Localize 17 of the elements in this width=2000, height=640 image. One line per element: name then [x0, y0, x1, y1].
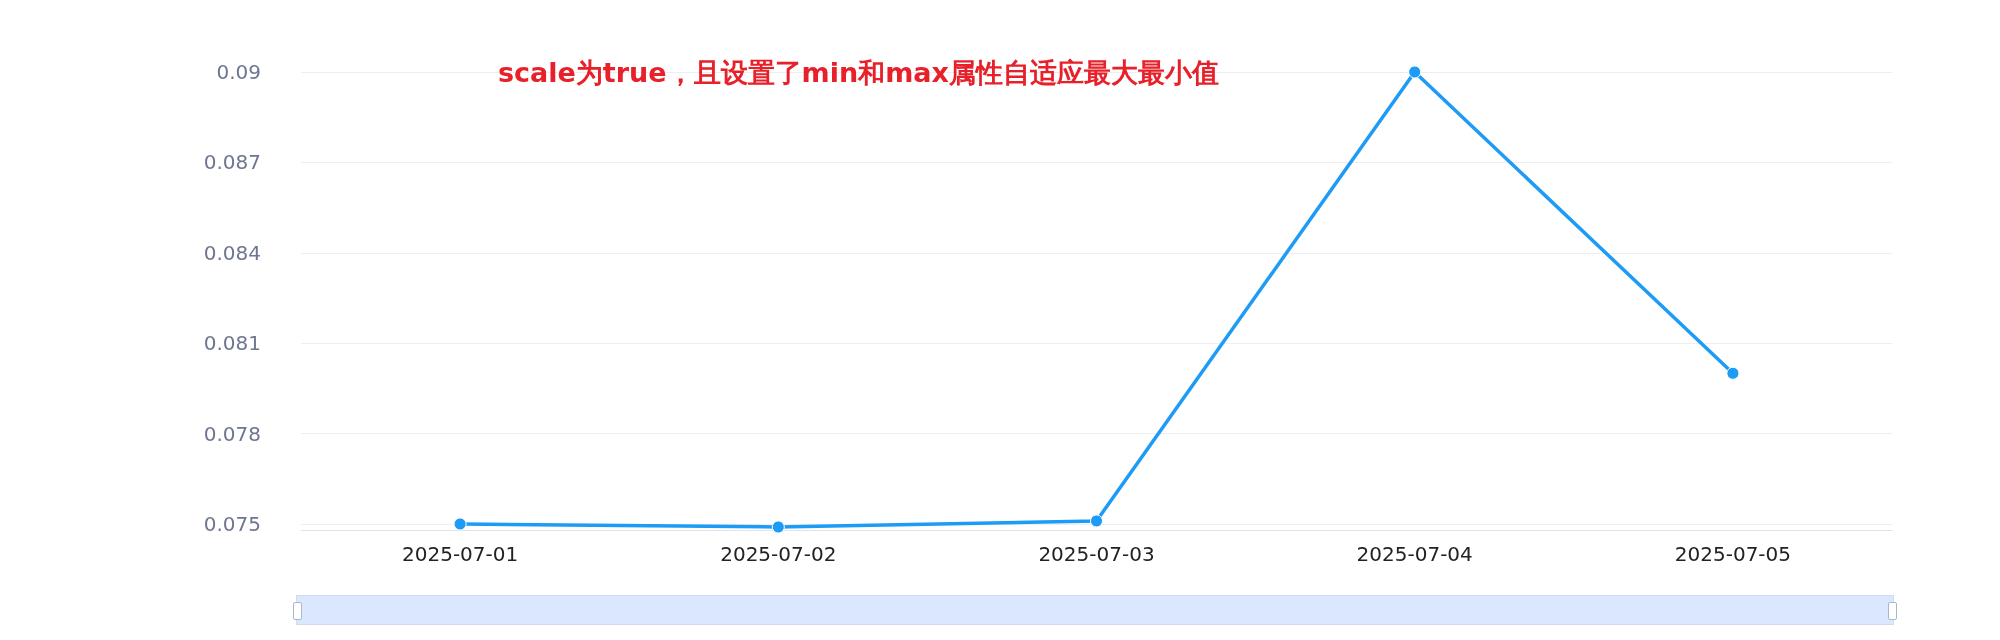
y-tick-label: 0.075 — [203, 511, 261, 536]
point — [453, 517, 467, 531]
y-tick-label: 0.084 — [203, 240, 261, 265]
point — [1090, 514, 1103, 528]
x-tick-label: 2025-07-05 — [1674, 542, 1792, 566]
point — [1726, 366, 1740, 380]
y-tick-label: 0.081 — [203, 331, 261, 356]
x-tick-label: 2025-07-02 — [720, 542, 837, 566]
point — [1408, 65, 1422, 79]
x-tick-label: 2025-07-01 — [401, 542, 519, 566]
y-tick-label: 0.087 — [203, 150, 261, 175]
chart-title: scale为true，且设置了min和max属性自适应最大最小值 — [498, 57, 1219, 88]
y-tick-label: 0.09 — [216, 60, 261, 84]
x-tick-label: 2025-07-04 — [1356, 542, 1473, 566]
x-tick-label: 2025-07-03 — [1038, 542, 1155, 566]
y-tick-label: 0.078 — [203, 421, 261, 446]
point — [771, 520, 785, 534]
